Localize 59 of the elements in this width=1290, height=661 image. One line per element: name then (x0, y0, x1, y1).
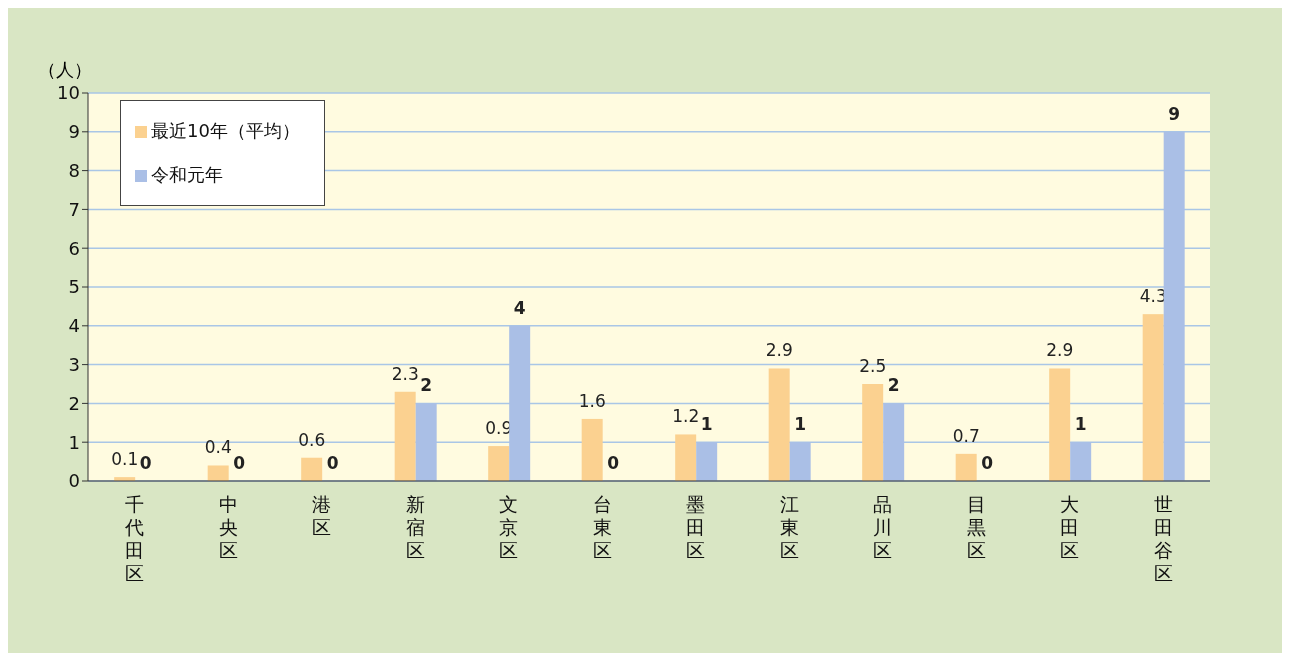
x-tick-label: 墨田区 (686, 493, 706, 561)
data-label: 0 (607, 453, 620, 473)
x-tick-label: 港区 (312, 493, 332, 538)
y-tick-label: 5 (68, 276, 80, 298)
bar (955, 453, 977, 481)
data-label: 1 (794, 414, 807, 435)
legend-label: 令和元年 (151, 164, 223, 185)
y-tick-label: 7 (68, 198, 80, 220)
bar (394, 391, 416, 481)
data-label: 0.7 (952, 425, 980, 446)
x-tick-label: 大田区 (1060, 493, 1080, 561)
x-tick-label: 千代田区 (124, 493, 145, 584)
bar (1142, 314, 1164, 481)
bar (207, 465, 229, 481)
x-tick-label: 新宿区 (405, 493, 425, 561)
y-tick-label: 6 (68, 237, 80, 259)
data-label: 0 (326, 453, 339, 473)
data-label: 0.1 (111, 449, 139, 470)
bar (301, 457, 323, 481)
y-tick-label: 0 (68, 470, 80, 492)
data-label: 2.9 (1046, 340, 1074, 361)
bar (581, 418, 603, 481)
bar (675, 434, 697, 481)
x-tick-label: 中央区 (218, 493, 238, 561)
data-label: 2 (887, 375, 900, 396)
data-label: 1 (1074, 414, 1087, 435)
data-label: 0 (233, 453, 246, 473)
y-tick-label: 2 (68, 392, 80, 414)
x-tick-label: 目黒区 (966, 493, 986, 561)
data-label: 1 (700, 414, 713, 435)
x-tick-label: 品川区 (873, 493, 893, 561)
data-label: 2.9 (765, 340, 793, 361)
x-tick-label: 江東区 (779, 493, 799, 561)
y-tick-label: 8 (68, 159, 80, 181)
data-label: 0 (981, 453, 994, 473)
data-label: 0.4 (204, 437, 232, 458)
bar (862, 384, 884, 481)
legend-label: 最近10年（平均） (151, 120, 300, 141)
y-axis-title: （人） (38, 58, 92, 82)
data-label: 1.6 (578, 390, 606, 411)
data-label: 2.5 (859, 356, 887, 376)
y-tick-label: 4 (68, 315, 80, 337)
x-tick-label: 台東区 (592, 493, 612, 561)
x-tick-label: 文京区 (499, 493, 519, 561)
data-label: 0.6 (298, 429, 326, 450)
bar (1049, 368, 1071, 481)
y-tick-label: 9 (68, 121, 80, 143)
data-label: 0 (139, 453, 152, 473)
bar (488, 446, 510, 481)
bar (768, 368, 790, 481)
y-tick-label: 10 (57, 82, 80, 104)
data-label: 2 (420, 375, 433, 396)
data-label: 1.2 (672, 406, 700, 427)
data-label: 9 (1168, 103, 1181, 124)
data-label: 4 (513, 297, 526, 318)
data-label: 2.3 (391, 363, 419, 384)
y-tick-label: 3 (68, 353, 80, 375)
x-tick-label: 世田谷区 (1153, 493, 1173, 584)
y-tick-label: 1 (68, 431, 80, 453)
